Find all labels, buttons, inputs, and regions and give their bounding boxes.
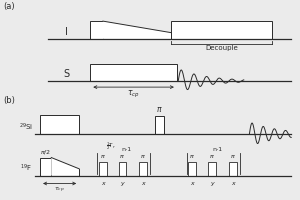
Bar bbox=[171, 21, 272, 39]
Text: $\frac{1}{2}T_r$: $\frac{1}{2}T_r$ bbox=[106, 140, 116, 152]
Bar bbox=[229, 162, 236, 176]
Text: x: x bbox=[101, 181, 105, 186]
Text: n-1: n-1 bbox=[122, 147, 132, 152]
Text: $\pi$: $\pi$ bbox=[140, 153, 146, 160]
Text: $\pi$: $\pi$ bbox=[119, 153, 125, 160]
Text: $^{19}$F: $^{19}$F bbox=[20, 163, 32, 174]
Polygon shape bbox=[51, 158, 79, 176]
Text: $\tau_{cp}$: $\tau_{cp}$ bbox=[127, 89, 140, 100]
Bar bbox=[118, 162, 126, 176]
Text: Decouple: Decouple bbox=[205, 45, 238, 51]
Bar bbox=[90, 21, 103, 39]
Bar bbox=[90, 64, 177, 81]
Text: x: x bbox=[142, 181, 145, 186]
Text: n-1: n-1 bbox=[212, 147, 222, 152]
Polygon shape bbox=[103, 21, 171, 39]
Bar bbox=[188, 162, 196, 176]
Text: S: S bbox=[64, 69, 70, 79]
Bar bbox=[99, 162, 107, 176]
Text: (a): (a) bbox=[3, 2, 15, 11]
Text: $\tau_{cp}$: $\tau_{cp}$ bbox=[54, 186, 65, 195]
Text: $\pi$: $\pi$ bbox=[189, 153, 195, 160]
Bar bbox=[208, 162, 216, 176]
Text: y: y bbox=[210, 181, 214, 186]
Text: (b): (b) bbox=[3, 96, 15, 105]
Text: $\pi$: $\pi$ bbox=[230, 153, 236, 160]
Text: $\pi$: $\pi$ bbox=[156, 105, 163, 114]
Bar bbox=[40, 158, 51, 176]
Text: x: x bbox=[190, 181, 194, 186]
Bar bbox=[140, 162, 147, 176]
Text: I: I bbox=[65, 27, 68, 37]
Text: $\pi$: $\pi$ bbox=[100, 153, 106, 160]
Text: x: x bbox=[231, 181, 235, 186]
Text: $^{29}$Si: $^{29}$Si bbox=[19, 122, 33, 133]
Text: $\pi$: $\pi$ bbox=[209, 153, 214, 160]
Bar bbox=[154, 116, 164, 134]
Bar bbox=[40, 115, 79, 134]
Text: y: y bbox=[121, 181, 124, 186]
Text: $\pi/2$: $\pi/2$ bbox=[40, 148, 51, 156]
